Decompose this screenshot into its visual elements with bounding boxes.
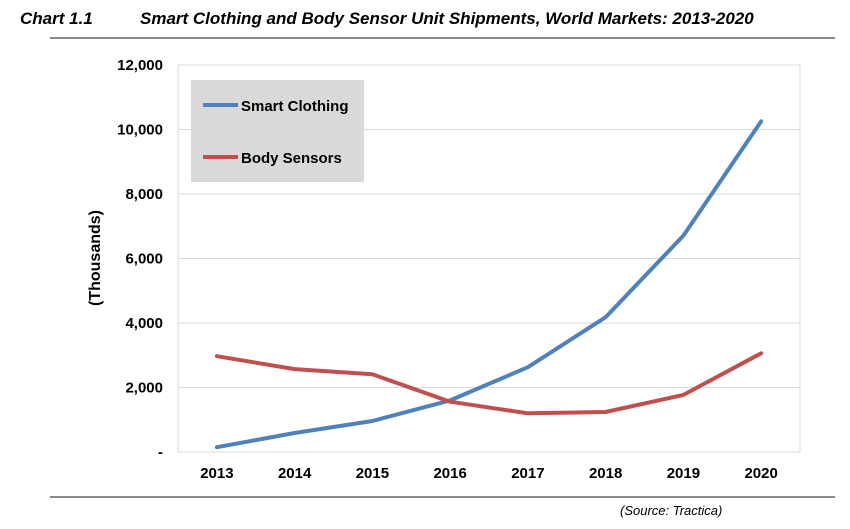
x-tick-label: 2019 [667,465,700,482]
y-tick-label: 12,000 [117,57,163,74]
bottom-divider [50,496,835,498]
x-tick-label: 2016 [433,465,466,482]
x-tick-label: 2018 [589,465,622,482]
y-tick-label: 6,000 [125,251,163,268]
legend-label-smart-clothing: Smart Clothing [241,98,349,115]
chart-number: Chart 1.1 [20,9,93,28]
legend-label-body-sensors: Body Sensors [241,150,342,167]
y-tick-label: 2,000 [125,380,163,397]
y-tick-label: 8,000 [125,186,163,203]
x-tick-label: 2015 [356,465,389,482]
y-tick-label: 4,000 [125,315,163,332]
y-tick-label: - [158,444,163,461]
x-tick-label: 2014 [278,465,312,482]
series-line-smart-clothing [214,119,764,450]
legend: Smart Clothing Body Sensors [191,80,364,182]
chart-title: Smart Clothing and Body Sensor Unit Ship… [140,9,754,28]
source-note: (Source: Tractica) [620,503,723,518]
y-tick-label: 10,000 [117,122,163,139]
x-tick-label: 2020 [744,465,777,482]
series-line-body-sensors [214,351,764,416]
x-tick-label: 2013 [200,465,233,482]
y-axis-label: (Thousands) [87,210,104,306]
series-group [214,119,764,450]
top-divider [50,37,835,39]
x-tick-label: 2017 [511,465,544,482]
y-axis-ticks: - 2,000 4,000 6,000 8,000 10,000 12,000 [117,57,163,461]
x-axis-ticks: 2013 2014 2015 2016 2017 2018 2019 2020 [200,465,778,482]
legend-box [191,80,364,182]
